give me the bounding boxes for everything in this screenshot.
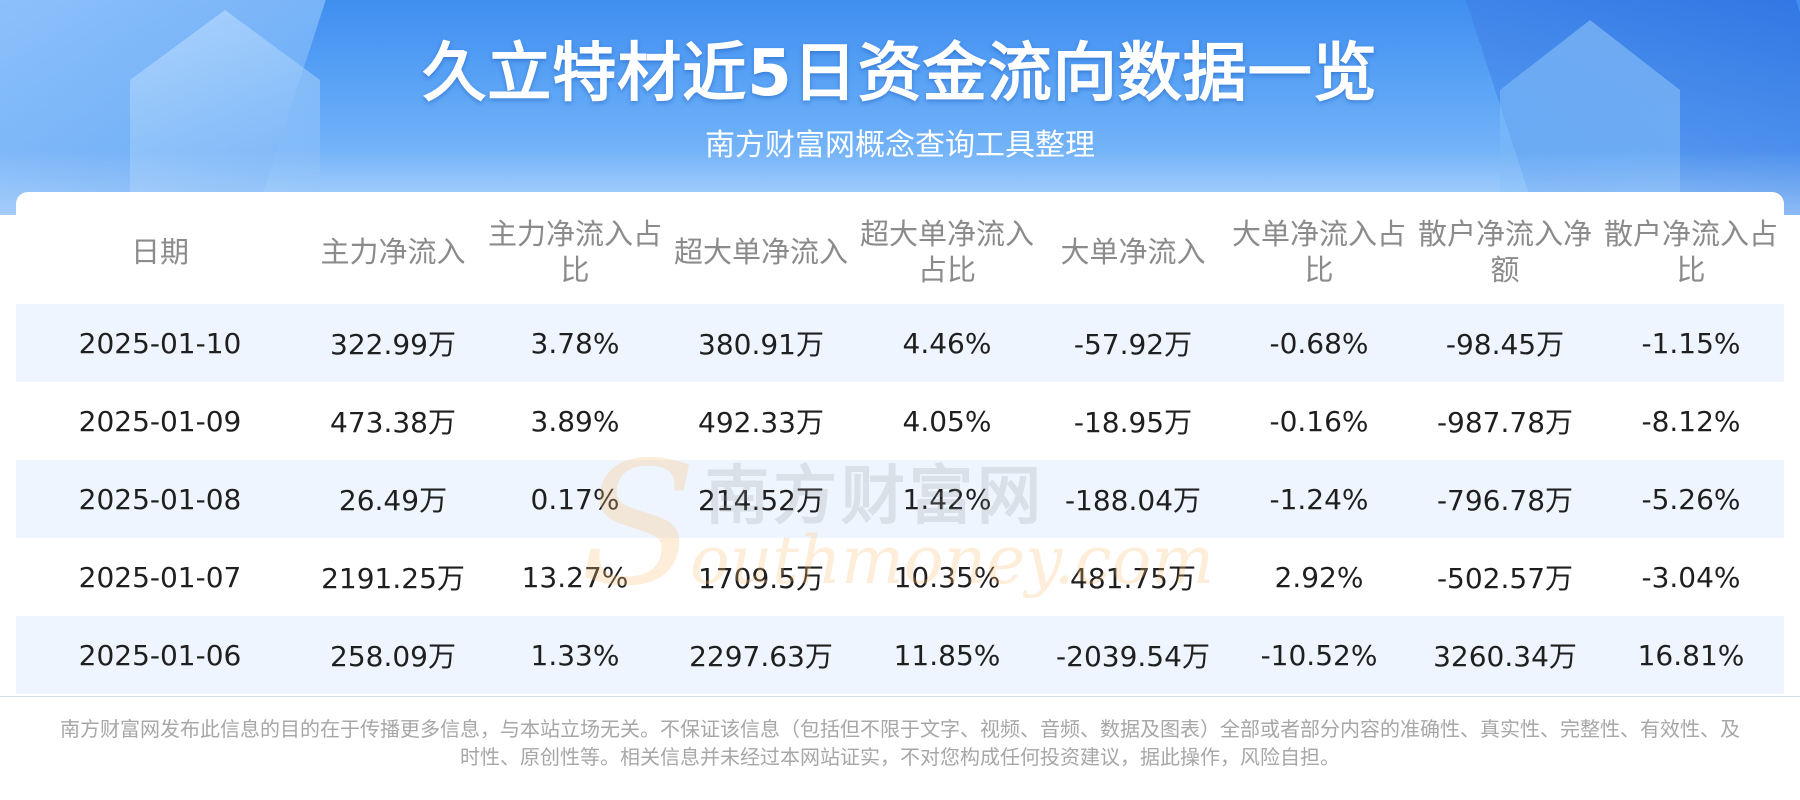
cell-main-inflow: 322.99万 [330,328,456,361]
cell-retail-ratio: -8.12% [1641,404,1741,438]
cell-large-inflow: -188.04万 [1064,484,1202,517]
table-row: 2025-01-08 26.49万 0.17% 214.52万 1.42% -1… [16,460,1784,538]
cell-xl-ratio: 4.46% [902,326,992,360]
cell-xl-ratio: 11.85% [893,638,1001,672]
cell-retail-ratio: 16.81% [1637,638,1745,672]
header-banner: 久立特材近5日资金流向数据一览 南方财富网概念查询工具整理 [0,0,1800,215]
cell-main-inflow: 2191.25万 [321,562,465,595]
cell-date: 2025-01-10 [78,326,242,360]
page-subtitle: 南方财富网概念查询工具整理 [705,128,1095,163]
column-header-main-inflow: 主力净流入 [320,235,466,269]
fund-flow-table: 日期 主力净流入 主力净流入占比 超大单净流入 超大单净流入占比 大单净流入 大… [16,200,1784,694]
column-header-large-inflow: 大单净流入 [1060,235,1206,269]
cell-large-ratio: -0.16% [1269,404,1369,438]
cell-xl-ratio: 10.35% [893,560,1001,594]
cell-large-ratio: 2.92% [1274,560,1364,594]
cell-large-inflow: -57.92万 [1073,328,1193,361]
table-row: 2025-01-09 473.38万 3.89% 492.33万 4.05% -… [16,382,1784,460]
cell-xl-inflow: 1709.5万 [698,562,824,595]
cell-date: 2025-01-06 [78,638,242,672]
cell-main-inflow: 258.09万 [330,640,456,673]
cell-main-inflow: 473.38万 [330,406,456,439]
cell-xl-inflow: 2297.63万 [689,640,833,673]
cell-retail-ratio: -5.26% [1641,482,1741,516]
cell-date: 2025-01-07 [78,560,242,594]
cell-main-ratio: 1.33% [530,638,620,672]
cell-large-inflow: -18.95万 [1073,406,1193,439]
column-header-xl-inflow: 超大单净流入 [673,235,848,269]
footer-divider [0,696,1800,697]
cell-retail-inflow: 3260.34万 [1433,640,1577,673]
cell-date: 2025-01-09 [78,404,242,438]
cell-large-ratio: -0.68% [1269,326,1369,360]
cell-xl-inflow: 492.33万 [698,406,824,439]
cell-retail-inflow: -796.78万 [1436,484,1574,517]
cell-main-ratio: 0.17% [530,482,620,516]
column-header-retail-ratio: 散户净流入占比 [1603,217,1778,287]
table-row: 2025-01-10 322.99万 3.78% 380.91万 4.46% -… [16,304,1784,382]
footer: 南方财富网发布此信息的目的在于传播更多信息，与本站立场无关。不保证该信息（包括但… [0,697,1800,800]
cell-xl-ratio: 4.05% [902,404,992,438]
cell-retail-inflow: -987.78万 [1436,406,1574,439]
table-panel [16,192,1784,697]
column-header-xl-ratio: 超大单净流入占比 [859,217,1034,287]
cell-retail-inflow: -98.45万 [1445,328,1565,361]
column-header-retail-inflow: 散户净流入净额 [1417,217,1592,287]
table-row: 2025-01-07 2191.25万 13.27% 1709.5万 10.35… [16,538,1784,616]
table-header-row: 日期 主力净流入 主力净流入占比 超大单净流入 超大单净流入占比 大单净流入 大… [16,200,1784,304]
cell-main-inflow: 26.49万 [338,484,448,517]
cell-main-ratio: 13.27% [521,560,629,594]
cell-large-inflow: -2039.54万 [1056,640,1210,673]
cell-xl-ratio: 1.42% [902,482,992,516]
cell-date: 2025-01-08 [78,482,242,516]
column-header-date: 日期 [130,235,189,269]
cell-retail-inflow: -502.57万 [1436,562,1574,595]
cell-large-ratio: -10.52% [1260,638,1378,672]
table-row: 2025-01-06 258.09万 1.33% 2297.63万 11.85%… [16,616,1784,694]
cell-retail-ratio: -3.04% [1641,560,1741,594]
page-title: 久立特材近5日资金流向数据一览 [422,37,1378,111]
cell-xl-inflow: 380.91万 [698,328,824,361]
cell-main-ratio: 3.78% [530,326,620,360]
column-header-main-ratio: 主力净流入占比 [487,217,662,287]
disclaimer-text: 南方财富网发布此信息的目的在于传播更多信息，与本站立场无关。不保证该信息（包括但… [60,717,1740,769]
column-header-large-ratio: 大单净流入占比 [1231,217,1406,287]
cell-large-inflow: 481.75万 [1070,562,1196,595]
cell-retail-ratio: -1.15% [1641,326,1741,360]
cell-main-ratio: 3.89% [530,404,620,438]
cell-xl-inflow: 214.52万 [698,484,824,517]
cell-large-ratio: -1.24% [1269,482,1369,516]
